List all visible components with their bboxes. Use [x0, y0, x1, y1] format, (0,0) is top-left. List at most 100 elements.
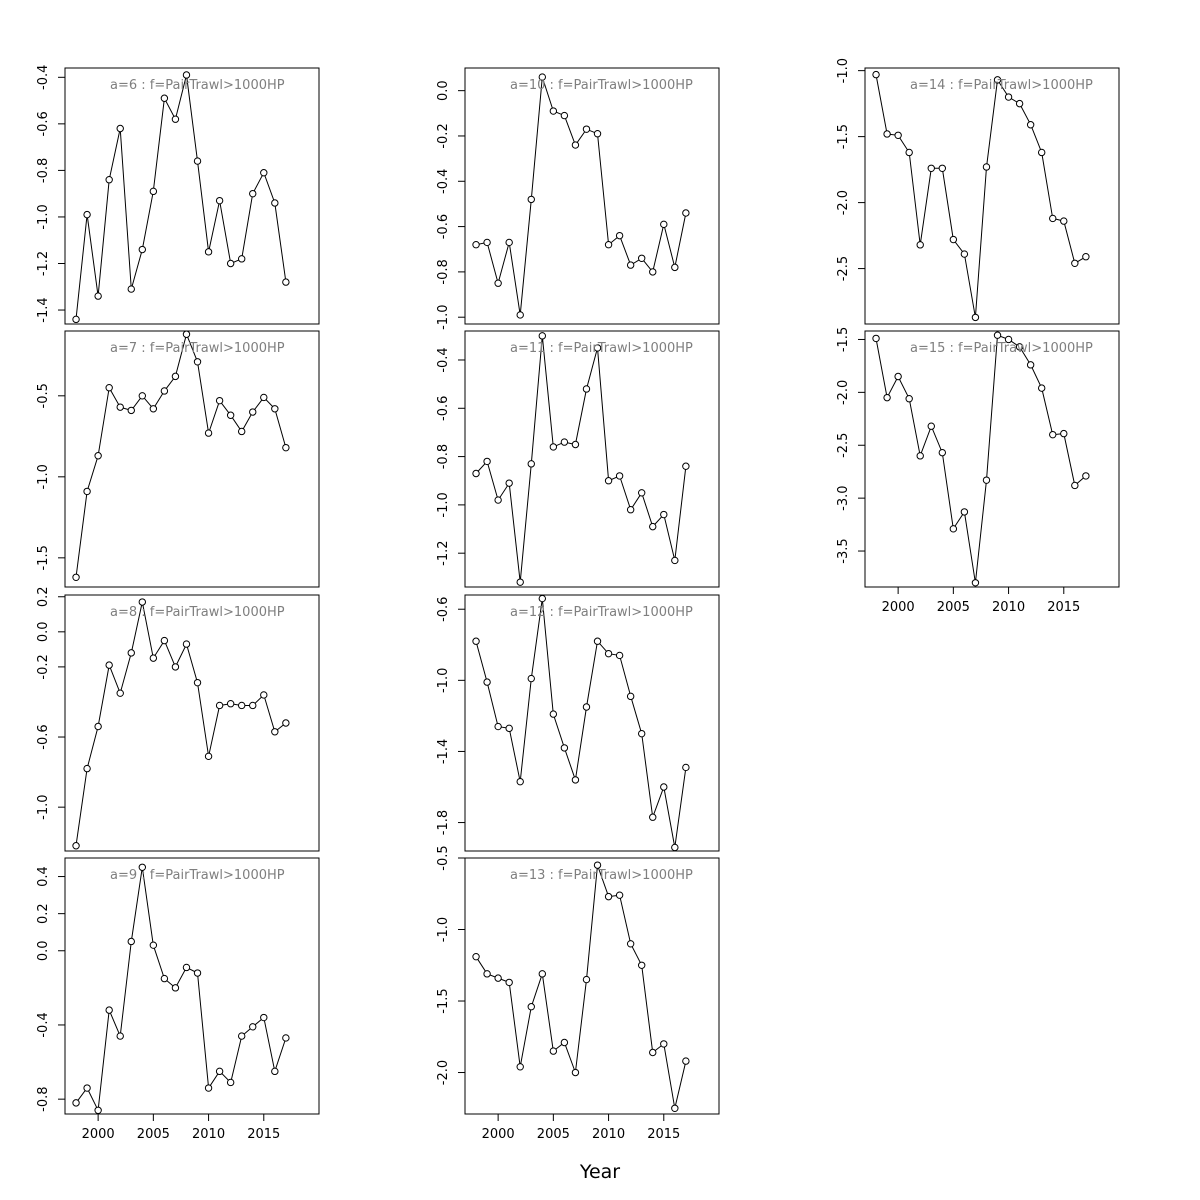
plot-frame: [864, 67, 1120, 325]
data-point: [682, 462, 690, 470]
y-tick-label: -2.5: [836, 433, 851, 458]
panel-title: a=8 : f=PairTrawl>1000HP: [110, 605, 285, 620]
data-point: [938, 448, 947, 457]
y-tick-label: -1.0: [36, 464, 51, 489]
data-point: [660, 220, 668, 229]
data-point: [237, 701, 246, 710]
y-tick-label: -1.0: [836, 58, 851, 83]
data-point: [682, 763, 690, 772]
data-point: [494, 279, 502, 287]
data-point: [505, 238, 513, 247]
y-tick-label: -1.2: [436, 541, 451, 566]
panel-title: a=10 : f=PairTrawl>1000HP: [510, 78, 693, 93]
panel-0: -1.4 -1.2 -1.0 -0.8 -0.6 -0.4 a=6 : f=PairTraw…: [36, 65, 320, 325]
y-tick-label: -3.5: [836, 538, 851, 563]
data-point: [571, 776, 580, 784]
data-point: [872, 334, 880, 343]
data-point: [671, 1104, 679, 1112]
data-point: [182, 640, 191, 648]
data-point: [94, 722, 102, 731]
data-point: [204, 429, 213, 437]
y-tick-label: -1.2: [36, 251, 51, 276]
data-point: [593, 129, 602, 138]
data-point: [282, 719, 290, 727]
data-point: [72, 315, 80, 324]
data-point: [215, 396, 224, 405]
y-tick-label: -0.8: [436, 444, 451, 469]
data-point: [226, 1078, 235, 1087]
data-point: [626, 940, 635, 948]
panel-3: -0.8 -0.4 0.0 0.2 0.4 2000 2005 2010 2015 a=9 : f…: [36, 857, 320, 1142]
data-point: [1026, 121, 1035, 129]
data-point: [226, 259, 235, 268]
data-point: [1037, 384, 1046, 392]
data-point: [527, 195, 535, 204]
y-tick-label: 0.0: [36, 621, 51, 642]
data-point: [193, 358, 202, 366]
data-point: [127, 406, 135, 415]
data-point: [637, 489, 646, 497]
data-point: [560, 744, 569, 752]
data-point: [549, 107, 558, 115]
data-point: [582, 385, 591, 393]
data-point: [116, 689, 124, 697]
panel-7: -2.0 -1.5 -1.0 -0.5 2000 2005 2010 2015 a=13 : f…: [436, 845, 720, 1142]
panel-8: -2.5 -2.0 -1.5 -1.0 a=14 : f=PairTrawl>1000H…: [836, 58, 1120, 325]
y-tick-label: -1.0: [36, 204, 51, 229]
data-point: [171, 115, 180, 123]
data-point: [72, 1099, 80, 1107]
data-point: [282, 443, 290, 452]
y-tick-label: -1.5: [436, 988, 451, 1013]
data-point: [483, 678, 491, 686]
data-point: [560, 438, 569, 446]
data-point: [494, 496, 502, 504]
y-tick-label: -0.5: [36, 383, 51, 408]
data-point: [226, 411, 235, 419]
data-point: [226, 700, 235, 708]
panel-title: a=14 : f=PairTrawl>1000HP: [910, 78, 1093, 93]
plot-frame: [64, 67, 320, 325]
x-tick-label: 2010: [192, 1127, 225, 1142]
data-point: [938, 164, 947, 172]
data-point: [549, 1047, 558, 1055]
data-point: [516, 311, 524, 319]
data-point: [127, 285, 135, 293]
y-tick-label: 0.4: [36, 866, 51, 887]
x-tick-label: 2005: [537, 1127, 570, 1142]
y-tick-label: -0.4: [436, 169, 451, 194]
data-point: [1071, 481, 1079, 490]
data-point: [237, 255, 246, 263]
data-point: [237, 1032, 246, 1040]
y-tick-label: 0.2: [36, 903, 51, 924]
data-point: [649, 1048, 657, 1057]
data-point: [282, 1034, 290, 1042]
data-point: [105, 661, 113, 669]
data-point: [182, 963, 191, 972]
data-point: [626, 692, 635, 701]
y-tick-label: -1.5: [36, 545, 51, 570]
data-point: [538, 970, 547, 978]
data-point: [593, 637, 602, 645]
data-point: [260, 691, 268, 699]
x-tick-label: 2000: [882, 600, 915, 615]
y-tick-label: -2.0: [836, 380, 851, 405]
data-point: [204, 1084, 213, 1092]
data-point: [604, 892, 613, 901]
data-point: [182, 330, 191, 338]
data-point: [149, 941, 158, 949]
panel-title: a=7 : f=PairTrawl>1000HP: [110, 341, 285, 356]
data-point: [472, 469, 480, 478]
data-point: [516, 777, 524, 786]
data-point: [94, 292, 102, 300]
data-point: [993, 331, 1002, 339]
data-point: [527, 1003, 535, 1011]
y-tick-label: -1.0: [436, 305, 451, 330]
data-point: [660, 510, 668, 519]
plot-frame: [464, 594, 720, 852]
x-tick-label: 2015: [1047, 600, 1080, 615]
y-tick-label: -0.6: [436, 396, 451, 421]
x-tick-label: 2010: [592, 1127, 625, 1142]
data-point: [516, 1063, 524, 1071]
data-point: [237, 427, 246, 436]
